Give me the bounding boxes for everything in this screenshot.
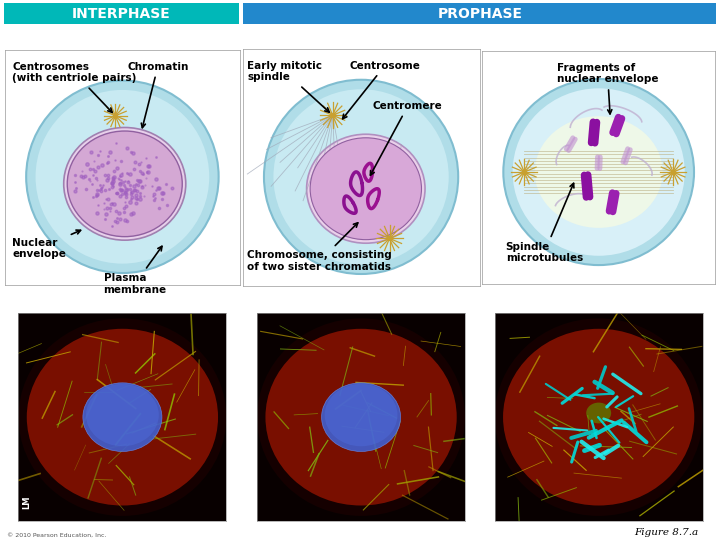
Ellipse shape (27, 329, 218, 505)
Ellipse shape (495, 319, 703, 516)
Ellipse shape (322, 383, 400, 451)
Text: Chromosome, consisting
of two sister chromatids: Chromosome, consisting of two sister chr… (248, 223, 392, 272)
Ellipse shape (83, 383, 162, 451)
Ellipse shape (86, 384, 159, 446)
Ellipse shape (310, 138, 421, 240)
Ellipse shape (264, 80, 458, 274)
Text: Centromere: Centromere (370, 101, 443, 175)
Ellipse shape (63, 127, 186, 240)
Text: LM: LM (22, 495, 32, 509)
Ellipse shape (67, 131, 182, 237)
Text: Fragments of
nuclear envelope: Fragments of nuclear envelope (557, 63, 658, 114)
Text: Centrosomes
(with centriole pairs): Centrosomes (with centriole pairs) (12, 62, 137, 112)
Text: Plasma
membrane: Plasma membrane (104, 246, 167, 295)
Ellipse shape (535, 116, 662, 228)
Text: PROPHASE: PROPHASE (437, 6, 523, 21)
Text: Spindle
microtubules: Spindle microtubules (505, 183, 583, 264)
Ellipse shape (586, 403, 611, 423)
Text: Centrosome: Centrosome (343, 61, 420, 119)
Ellipse shape (257, 319, 465, 516)
Ellipse shape (307, 134, 425, 243)
Text: Figure 8.7.a: Figure 8.7.a (634, 528, 698, 537)
Ellipse shape (266, 329, 456, 505)
Ellipse shape (274, 89, 449, 265)
Ellipse shape (19, 319, 226, 516)
Ellipse shape (503, 329, 694, 505)
Text: Chromatin: Chromatin (127, 62, 189, 127)
Ellipse shape (35, 90, 210, 264)
Text: Nuclear
envelope: Nuclear envelope (12, 230, 81, 259)
Text: © 2010 Pearson Education, Inc.: © 2010 Pearson Education, Inc. (7, 532, 107, 537)
Ellipse shape (513, 89, 685, 256)
Ellipse shape (26, 80, 219, 273)
Ellipse shape (325, 384, 397, 446)
Ellipse shape (503, 79, 694, 265)
Text: INTERPHASE: INTERPHASE (72, 6, 171, 21)
Text: Early mitotic
spindle: Early mitotic spindle (248, 61, 329, 112)
